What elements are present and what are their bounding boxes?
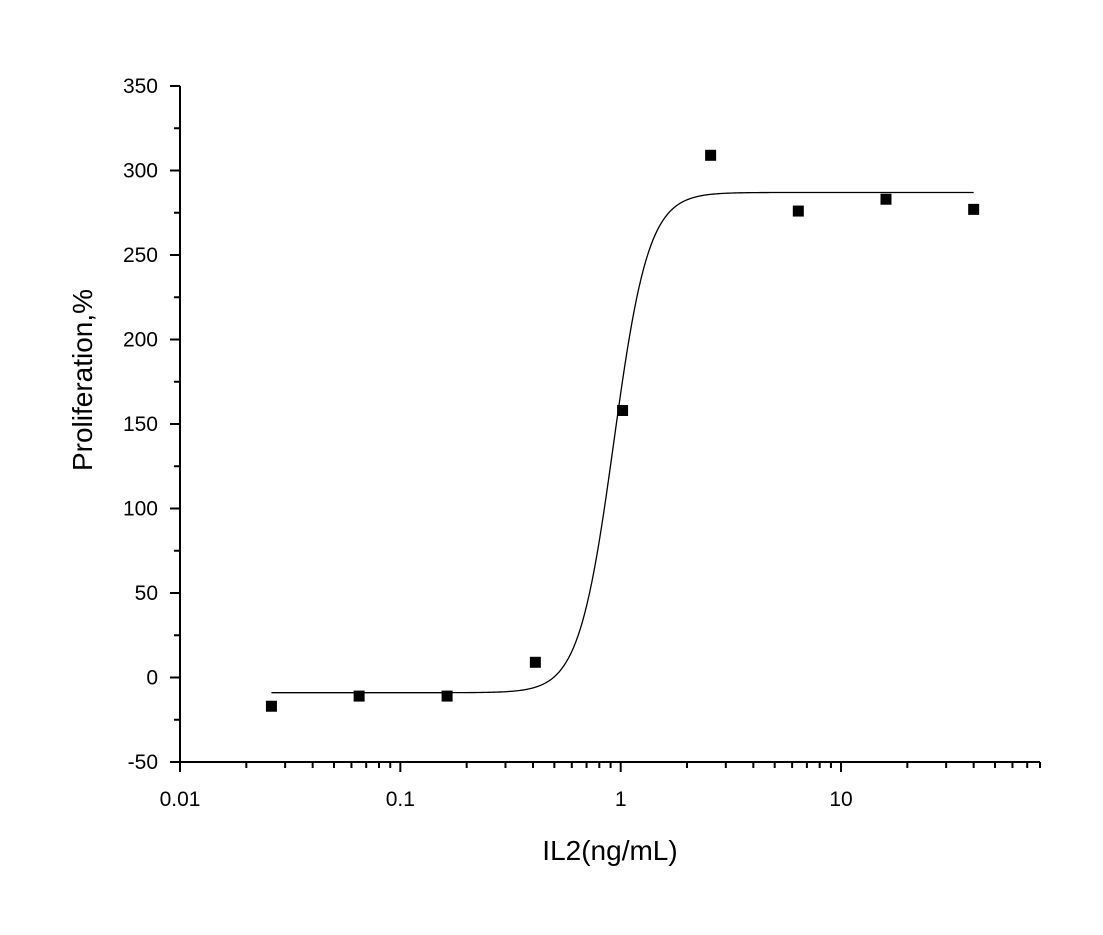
data-points bbox=[265, 149, 980, 712]
data-point bbox=[617, 404, 629, 416]
x-tick-label: 0.01 bbox=[160, 788, 201, 811]
data-point bbox=[265, 700, 277, 712]
data-point bbox=[353, 690, 365, 702]
fit-curve-group bbox=[271, 191, 974, 694]
data-point bbox=[880, 193, 892, 205]
y-tick-label: 200 bbox=[123, 329, 158, 352]
y-tick-label: 150 bbox=[123, 413, 158, 436]
data-point bbox=[705, 149, 717, 161]
y-tick-label: 50 bbox=[135, 582, 158, 605]
data-point bbox=[441, 690, 453, 702]
ticks: -50 0 50 100 150 200 250 300 350 0.01 0.1 1 10 bbox=[123, 75, 1041, 811]
y-tick-label: -50 bbox=[128, 751, 158, 774]
x-tick-label: 1 bbox=[615, 788, 627, 811]
axes bbox=[179, 86, 1040, 763]
x-tick-label: 10 bbox=[829, 788, 852, 811]
y-tick-label: 0 bbox=[146, 667, 158, 690]
x-tick-label: 0.1 bbox=[386, 788, 415, 811]
y-tick-label: 350 bbox=[123, 75, 158, 98]
y-tick-label: 300 bbox=[123, 160, 158, 183]
data-point bbox=[529, 656, 541, 668]
fit-curve bbox=[271, 191, 974, 694]
y-tick-label: 250 bbox=[123, 244, 158, 267]
y-tick-label: 100 bbox=[123, 498, 158, 521]
y-axis-title: Proliferation,% bbox=[67, 289, 98, 471]
data-point bbox=[792, 205, 804, 217]
x-axis-title: IL2(ng/mL) bbox=[542, 835, 677, 866]
data-point bbox=[968, 203, 980, 215]
